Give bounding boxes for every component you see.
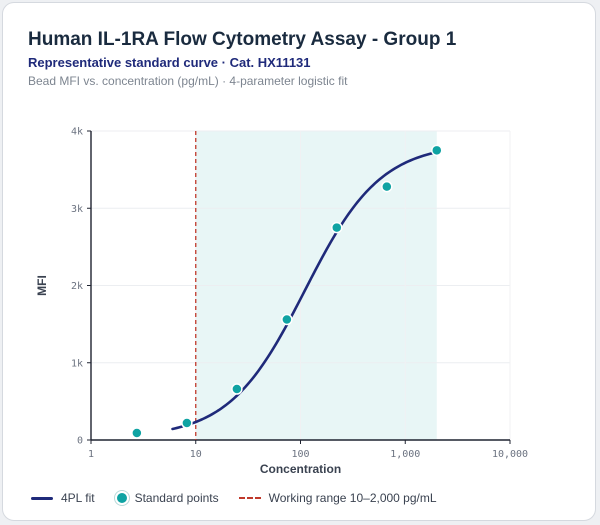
standard-point xyxy=(431,144,443,157)
standard-point xyxy=(231,383,243,395)
y-tick-label: 3k xyxy=(71,204,83,215)
standard-point xyxy=(281,313,293,326)
x-tick-label: 1 xyxy=(88,449,94,460)
chart-title: Human IL-1RA Flow Cytometry Assay - Grou… xyxy=(28,29,457,50)
x-tick-label: 10,000 xyxy=(492,449,528,460)
standard-point xyxy=(181,417,193,429)
standard-point xyxy=(331,221,343,234)
legend-item-fit[interactable]: 4PL fit xyxy=(31,491,95,505)
chart-description: Bead MFI vs. concentration (pg/mL) · 4-p… xyxy=(28,74,348,88)
y-tick-label: 0 xyxy=(77,436,83,447)
legend-item-points[interactable]: Standard points xyxy=(114,491,219,505)
standard-point xyxy=(131,427,143,439)
chart-subtitle: Representative standard curve · Cat. HX1… xyxy=(28,55,311,70)
legend: 4PL fit Standard points Working range 10… xyxy=(31,491,457,505)
range-line-swatch xyxy=(238,497,261,499)
standard-point xyxy=(381,180,393,193)
x-tick-label: 10 xyxy=(190,449,202,460)
y-tick-label: 2k xyxy=(71,281,83,292)
4pl-fit-curve xyxy=(171,150,439,431)
legend-points-label: Standard points xyxy=(134,491,219,505)
legend-fit-label: 4PL fit xyxy=(61,491,95,505)
y-tick-label: 1k xyxy=(71,358,83,369)
x-axis-title: Concentration xyxy=(260,462,341,476)
legend-item-range[interactable]: Working range 10–2,000 pg/mL xyxy=(238,491,437,505)
x-tick-label: 1,000 xyxy=(390,449,420,460)
x-tick-label: 100 xyxy=(291,449,309,460)
y-tick-label: 4k xyxy=(71,127,83,138)
fit-line-swatch xyxy=(31,496,53,500)
legend-range-label: Working range 10–2,000 pg/mL xyxy=(268,491,437,505)
point-swatch xyxy=(114,491,129,505)
y-axis-title: MFI xyxy=(35,275,49,296)
